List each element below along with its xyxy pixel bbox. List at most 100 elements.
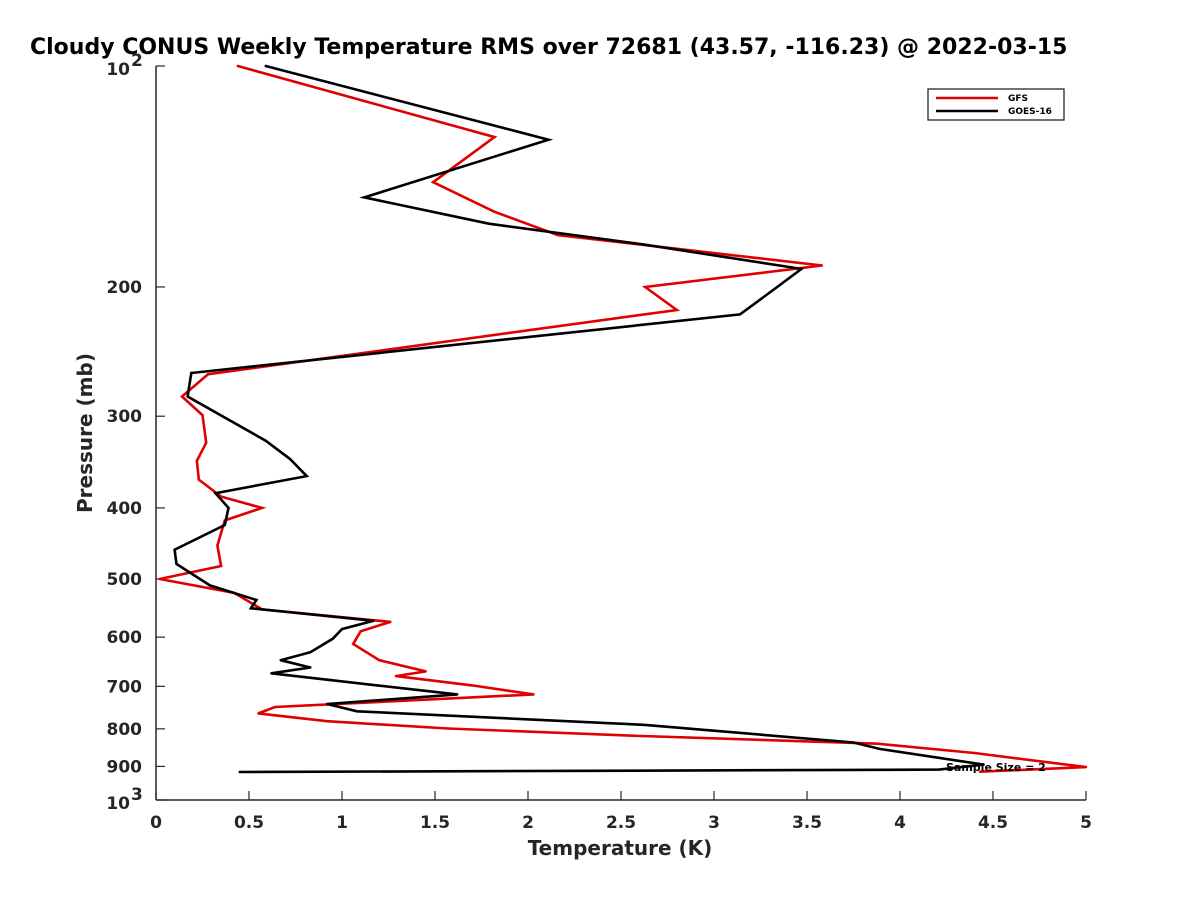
data-point <box>352 642 355 646</box>
data-point <box>355 710 359 713</box>
data-point <box>201 413 204 417</box>
data-point <box>158 577 161 581</box>
data-point <box>982 763 985 766</box>
data-point <box>219 564 223 568</box>
data-point <box>424 670 427 673</box>
data-point <box>214 492 217 495</box>
data-point <box>249 607 253 610</box>
data-point <box>309 651 312 654</box>
data-point <box>372 619 375 622</box>
y-axis-label: Pressure (mb) <box>73 353 97 513</box>
y-tick-label: 500 <box>107 570 143 590</box>
data-point <box>446 727 450 730</box>
data-point <box>487 222 491 225</box>
legend-label-gfs: GFS <box>1008 94 1028 104</box>
data-point <box>376 684 379 687</box>
data-point <box>325 702 329 706</box>
data-point <box>186 395 189 398</box>
data-point <box>776 285 779 289</box>
series-line-goes-16 <box>173 64 984 774</box>
data-point <box>216 544 219 547</box>
data-point <box>493 135 496 139</box>
data-point <box>205 441 208 444</box>
data-point <box>378 659 381 662</box>
data-point <box>642 243 645 246</box>
data-point <box>456 693 459 696</box>
legend-box <box>927 88 1065 121</box>
data-point <box>675 308 678 312</box>
data-point <box>738 313 742 316</box>
y-tick-label: 600 <box>107 628 143 648</box>
data-point <box>556 233 559 237</box>
series-gfs <box>158 64 1088 773</box>
data-point <box>309 666 312 669</box>
data-point <box>359 630 362 633</box>
data-point <box>644 285 647 289</box>
data-point <box>175 562 178 566</box>
y-tick-power-exponent: 3 <box>131 785 143 805</box>
x-tick-label: 4.5 <box>978 813 1008 833</box>
x-tick-label: 3 <box>708 813 720 833</box>
data-point <box>644 723 647 727</box>
data-point <box>471 684 474 687</box>
y-tick-power-exponent: 2 <box>131 51 143 71</box>
data-point <box>255 598 258 602</box>
data-point <box>325 720 329 723</box>
data-point <box>238 770 241 774</box>
data-point <box>173 548 176 551</box>
x-tick-label: 2 <box>522 813 534 833</box>
y-tick-label: 700 <box>107 677 143 697</box>
series-goes-16 <box>173 64 985 774</box>
y-tick-label: 900 <box>107 757 143 777</box>
data-point <box>227 506 230 510</box>
y-tick-label: 300 <box>107 407 143 427</box>
data-point <box>340 627 344 631</box>
data-point <box>389 620 392 624</box>
sample-size-annotation: Sample Size = 2 <box>946 761 1046 774</box>
data-point <box>264 64 267 68</box>
x-tick-label: 1 <box>336 813 348 833</box>
data-point <box>223 523 226 527</box>
data-point <box>640 734 643 738</box>
x-tick-label: 5 <box>1080 813 1092 833</box>
data-point <box>236 64 239 68</box>
data-point <box>288 457 292 461</box>
data-point <box>1084 765 1088 769</box>
data-point <box>190 371 193 375</box>
legend: GFS GOES-16 <box>927 88 1065 121</box>
y-tick-label: 200 <box>107 278 143 298</box>
data-point <box>876 742 879 745</box>
x-axis-label: Temperature (K) <box>528 836 713 860</box>
y-tick-power-base: 10 <box>106 60 130 80</box>
x-tick-label: 4 <box>894 813 906 833</box>
data-point <box>264 439 267 442</box>
data-point <box>270 672 273 675</box>
data-point <box>260 506 264 510</box>
y-tick-label-power: 10 3 <box>106 785 143 814</box>
data-point <box>273 705 277 709</box>
x-tick-label: 3.5 <box>792 813 822 833</box>
y-tick-label: 400 <box>107 499 143 519</box>
data-point <box>493 210 496 213</box>
data-point <box>195 459 199 462</box>
y-tick-label: 800 <box>107 720 143 740</box>
y-tick-label-power: 10 2 <box>106 51 143 80</box>
data-point <box>279 659 282 662</box>
data-point <box>532 693 535 696</box>
chart-title: Cloudy CONUS Weekly Temperature RMS over… <box>30 35 1067 60</box>
data-point <box>257 712 260 715</box>
y-tick-power-base: 10 <box>106 794 130 814</box>
data-point <box>820 264 824 267</box>
x-tick-label: 0 <box>150 813 162 833</box>
data-point <box>197 478 200 481</box>
data-point <box>547 138 550 141</box>
data-point <box>363 196 366 199</box>
data-point <box>878 747 881 751</box>
x-tick-label: 1.5 <box>420 813 450 833</box>
data-point <box>206 373 210 376</box>
x-tick-label: 0.5 <box>234 813 264 833</box>
data-point <box>973 751 976 755</box>
data-point <box>331 637 334 640</box>
legend-label-goes-16: GOES-16 <box>1008 107 1052 117</box>
